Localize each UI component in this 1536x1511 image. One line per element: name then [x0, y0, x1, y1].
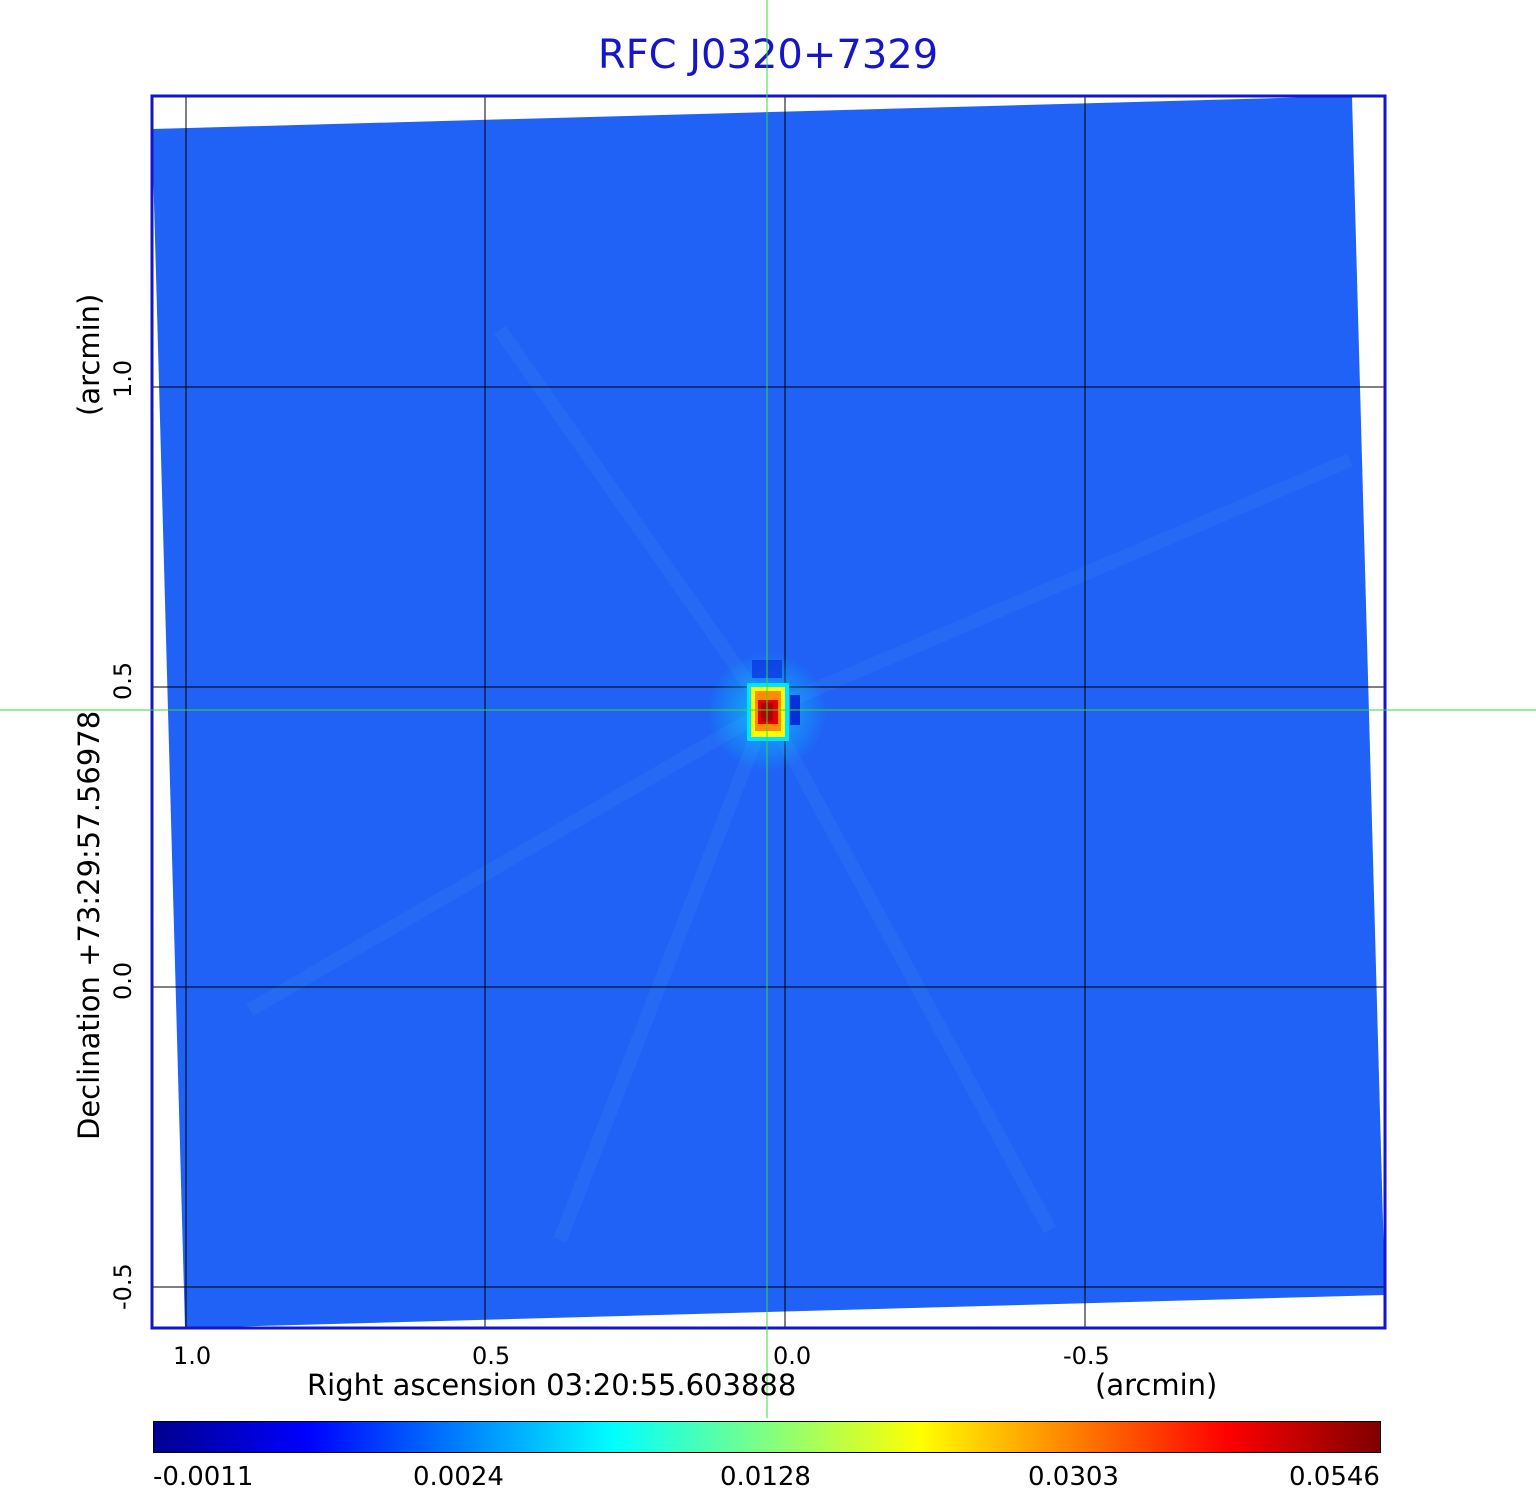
colorbar-tick-label: 0.0546 [1289, 1462, 1380, 1492]
coordinate-grid [152, 96, 1385, 1328]
figure-title: RFC J0320+7329 [597, 32, 939, 78]
sidelobe-pattern [246, 325, 1353, 1243]
plot-frame [150, 94, 1387, 1330]
y-tick-label: 0.0 [109, 961, 137, 1000]
x-tick-label: 1.0 [173, 1342, 212, 1370]
x-axis-unit: (arcmin) [1095, 1368, 1218, 1402]
y-tick-label: 1.0 [109, 359, 137, 398]
colorbar-tick-label: -0.0011 [153, 1462, 254, 1492]
colorbar-tick-label: 0.0303 [1028, 1462, 1119, 1492]
x-tick-label: -0.5 [1063, 1342, 1110, 1370]
crosshair [0, 0, 1536, 1418]
y-tick-label: -0.5 [109, 1263, 137, 1310]
y-axis-unit: (arcmin) [72, 293, 106, 416]
colorbar-tick-label: 0.0128 [720, 1462, 811, 1492]
colorbar-tick-label: 0.0024 [413, 1462, 504, 1492]
x-axis-label: Right ascension 03:20:55.603888 [307, 1368, 797, 1402]
colorbar [153, 1421, 1381, 1453]
x-tick-label: 0.5 [472, 1342, 511, 1370]
y-axis-label: Declination +73:29:57.56978 [72, 710, 106, 1140]
x-tick-label: 0.0 [773, 1342, 812, 1370]
y-tick-label: 0.5 [109, 661, 137, 700]
